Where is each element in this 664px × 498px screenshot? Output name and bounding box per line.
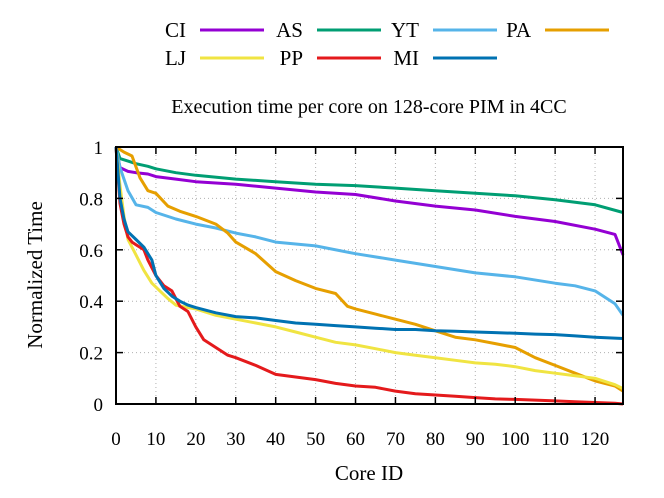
y-tick-label: 0.8 <box>79 189 103 210</box>
y-tick-label: 0.2 <box>79 344 103 365</box>
series-line-pa <box>115 145 624 393</box>
x-tick-label: 10 <box>146 429 165 450</box>
chart-title: Execution time per core on 128-core PIM … <box>171 96 566 118</box>
x-tick-label: 110 <box>541 429 569 450</box>
x-tick-label: 90 <box>466 429 485 450</box>
x-axis-label: Core ID <box>335 461 403 485</box>
plot-frame <box>115 146 624 405</box>
series-line-lj <box>114 146 624 390</box>
legend-label-mi: MI <box>393 46 419 70</box>
y-tick-label: 0.4 <box>79 292 103 313</box>
legend: CI AS YT PA LJ PP MI <box>165 18 609 70</box>
x-tick-label: 70 <box>386 429 405 450</box>
x-tick-label: 100 <box>501 429 530 450</box>
x-tick-label: 30 <box>226 429 245 450</box>
x-tick-label: 40 <box>266 429 285 450</box>
y-tick-label: 1 <box>94 138 104 159</box>
y-tick-label: 0 <box>94 395 104 416</box>
legend-label-ci: CI <box>165 18 186 42</box>
series-line-mi <box>114 146 624 340</box>
series-line-ci <box>114 146 625 256</box>
y-tick-label: 0.6 <box>79 241 103 262</box>
legend-label-pp: PP <box>280 46 303 70</box>
x-tick-label: 20 <box>186 429 205 450</box>
legend-label-pa: PA <box>506 18 532 42</box>
x-tick-label: 50 <box>306 429 325 450</box>
x-axis-ticks: 0 10 20 30 40 50 60 70 80 90 100 110 120 <box>111 147 609 450</box>
series-line-pp <box>114 146 624 406</box>
y-axis-ticks: 0 0.2 0.4 0.6 0.8 1 <box>79 138 623 416</box>
series-line-yt <box>114 146 625 317</box>
legend-label-as: AS <box>276 18 303 42</box>
y-axis-label: Normalized Time <box>23 201 47 349</box>
x-tick-label: 120 <box>581 429 610 450</box>
x-tick-label: 60 <box>346 429 365 450</box>
x-tick-label: 0 <box>111 429 121 450</box>
series-lines <box>114 145 625 406</box>
x-tick-label: 80 <box>426 429 445 450</box>
legend-label-lj: LJ <box>165 46 186 70</box>
legend-label-yt: YT <box>391 18 419 42</box>
